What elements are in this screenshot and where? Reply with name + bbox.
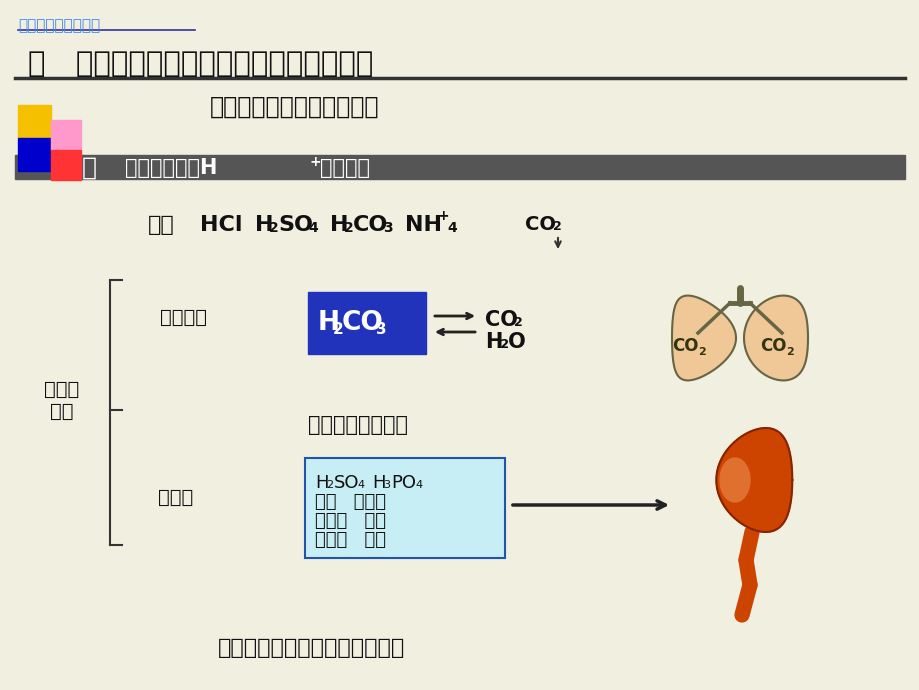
Text: 一   体液酸碱物质的来源及酸碱平衡的调节: 一 体液酸碱物质的来源及酸碱平衡的调节 [28, 50, 373, 78]
Text: PO: PO [391, 474, 415, 492]
Text: 病理学与病理生理学: 病理学与病理生理学 [18, 18, 100, 33]
Polygon shape [720, 458, 749, 502]
Text: 挥发性酸: 挥发性酸 [160, 308, 207, 327]
Polygon shape [671, 295, 735, 380]
Bar [305, 458, 505, 558]
Text: 3: 3 [382, 480, 390, 490]
Polygon shape [716, 428, 791, 532]
Text: 2: 2 [785, 347, 793, 357]
Text: 如：: 如： [148, 215, 175, 235]
Text: 2: 2 [698, 347, 705, 357]
Text: 2: 2 [514, 316, 522, 329]
Text: SO: SO [278, 215, 312, 235]
Text: 4: 4 [357, 480, 364, 490]
Text: H: H [330, 215, 348, 235]
Text: 酸: 酸 [82, 156, 96, 180]
Text: 2: 2 [344, 221, 354, 235]
Text: ₂O: ₂O [499, 332, 527, 352]
Text: 2: 2 [268, 221, 278, 235]
Text: CO: CO [759, 337, 786, 355]
Bar [305, 458, 505, 558]
Text: 体内物质代谢产生: 体内物质代谢产生 [308, 415, 407, 435]
Text: CO: CO [525, 215, 555, 234]
Text: CO: CO [671, 337, 698, 355]
Text: ）的物质: ）的物质 [320, 158, 369, 178]
Text: +: + [437, 209, 449, 223]
Text: H: H [314, 474, 328, 492]
Text: 4: 4 [308, 221, 317, 235]
Text: （一）体液酸碱物质的来源: （一）体液酸碱物质的来源 [210, 95, 380, 119]
Text: CO: CO [353, 215, 388, 235]
Text: +: + [310, 155, 322, 169]
Text: CO: CO [342, 310, 383, 336]
Text: 2: 2 [552, 220, 562, 233]
Bar [18, 138, 51, 171]
Text: H: H [484, 332, 502, 352]
Text: 2: 2 [325, 480, 333, 490]
Text: 4: 4 [447, 221, 456, 235]
Bar [308, 292, 425, 354]
Bar [51, 120, 81, 150]
Text: 尿酸   甘油酸: 尿酸 甘油酸 [314, 493, 386, 511]
Text: HCl: HCl [199, 215, 243, 235]
Text: NH: NH [404, 215, 441, 235]
Text: 能提供质子（H: 能提供质子（H [125, 158, 217, 178]
Text: 3: 3 [382, 221, 392, 235]
Text: 4: 4 [414, 480, 422, 490]
Bar [51, 150, 81, 180]
Bar [18, 105, 51, 138]
Text: 类型及
来源: 类型及 来源 [44, 380, 80, 420]
Text: 2: 2 [333, 322, 344, 337]
Text: H: H [255, 215, 273, 235]
Text: 食物在体内转化或经氧化后生成: 食物在体内转化或经氧化后生成 [218, 638, 404, 658]
Text: 固定酸: 固定酸 [158, 488, 193, 507]
Text: CO: CO [484, 310, 517, 330]
Text: 丙酮酸   乳酸: 丙酮酸 乳酸 [314, 512, 386, 530]
Text: H: H [371, 474, 385, 492]
Polygon shape [743, 295, 807, 380]
Text: 三羧酸   酮体: 三羧酸 酮体 [314, 531, 386, 549]
Text: H: H [318, 310, 340, 336]
Bar [15, 155, 904, 179]
Text: 3: 3 [376, 322, 386, 337]
Text: SO: SO [334, 474, 359, 492]
